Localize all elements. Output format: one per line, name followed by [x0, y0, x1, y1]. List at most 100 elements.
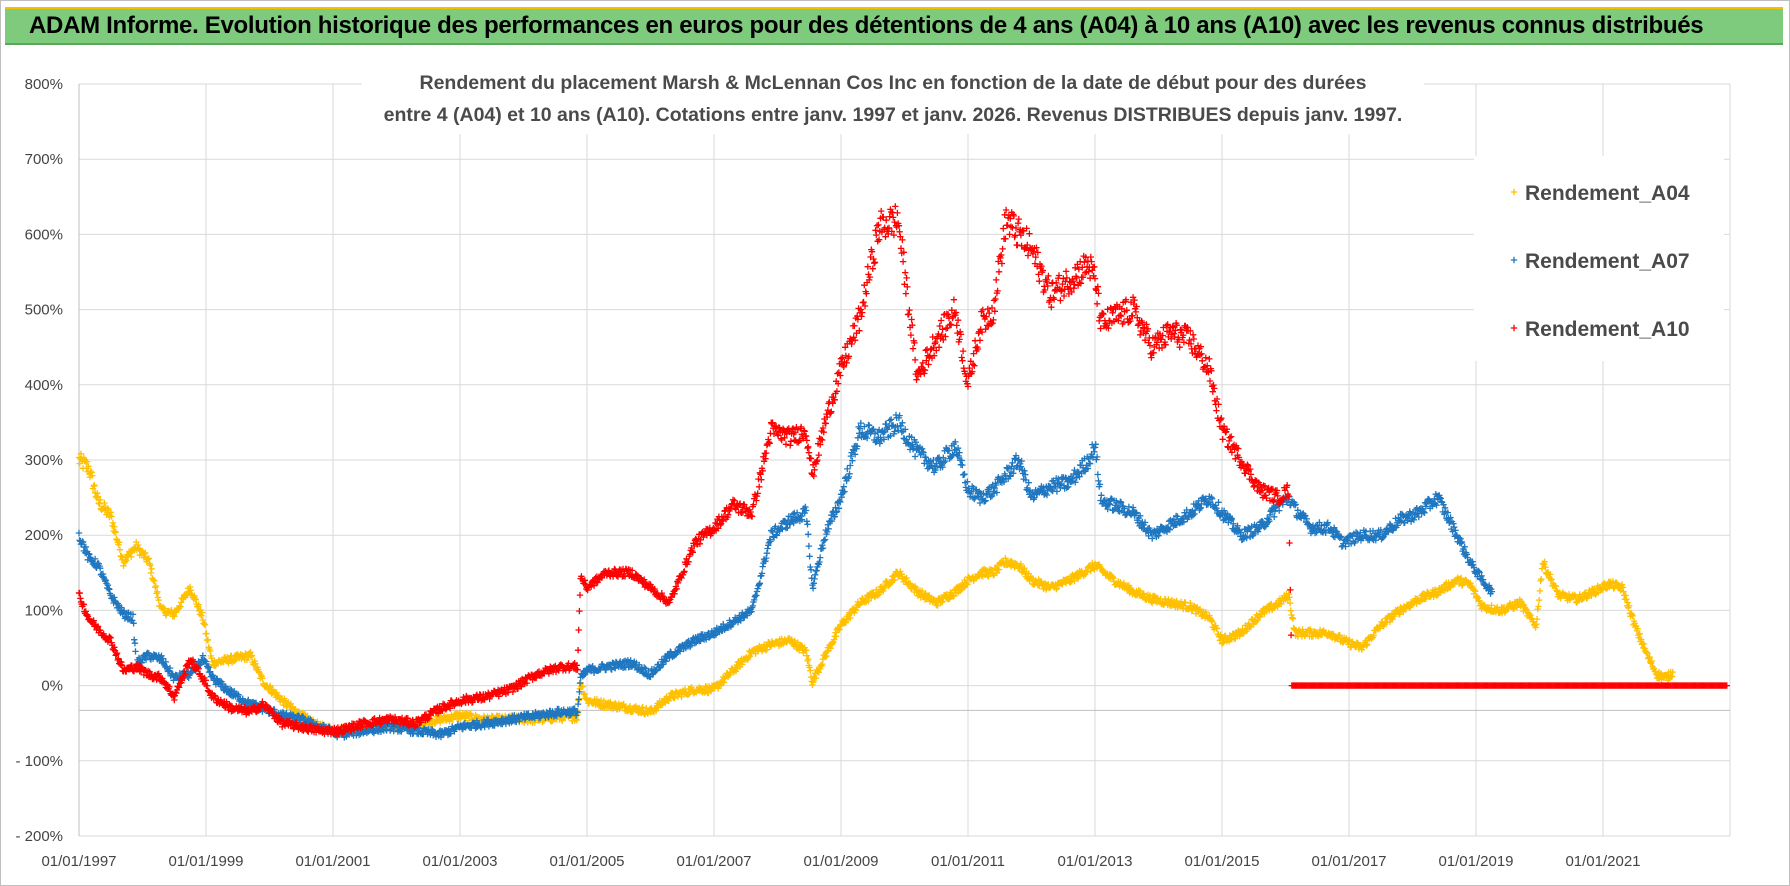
data-point: [827, 645, 834, 652]
data-point: [817, 665, 824, 673]
data-point: [639, 704, 646, 711]
x-tick-label: 01/01/2013: [1057, 853, 1132, 870]
data-point: [111, 529, 119, 536]
x-tick-label: 01/01/2003: [422, 853, 497, 870]
data-point: [739, 661, 746, 668]
data-point: [93, 494, 100, 502]
data-point: [815, 669, 822, 676]
data-point: [96, 500, 103, 508]
data-point: [245, 654, 252, 661]
data-point: [806, 664, 813, 671]
data-point: [151, 577, 158, 585]
data-point: [252, 660, 259, 667]
y-tick-label: 100%: [25, 602, 63, 619]
data-point: [248, 652, 256, 659]
data-point: [101, 499, 108, 507]
data-point: [97, 496, 104, 503]
data-point: [807, 667, 814, 674]
data-point: [231, 658, 238, 665]
data-point: [767, 643, 774, 650]
data-point: [829, 639, 836, 647]
data-point: [832, 629, 839, 636]
data-point: [708, 688, 715, 695]
data-point: [807, 673, 815, 681]
data-point: [85, 463, 92, 470]
data-point: [250, 661, 258, 669]
data-point: [76, 460, 83, 467]
y-axis-ticks: 800%700%600%500%400%300%200%100%0%- 100%…: [15, 76, 63, 845]
y-tick-label: 500%: [25, 302, 63, 319]
data-point: [77, 450, 85, 457]
x-tick-label: 01/01/1999: [168, 853, 243, 870]
data-point: [558, 716, 565, 723]
data-point: [812, 674, 820, 682]
data-point: [684, 691, 692, 699]
data-point: [112, 528, 119, 535]
data-point: [111, 523, 118, 530]
x-tick-label: 01/01/2001: [295, 853, 370, 870]
data-point: [89, 472, 96, 479]
data-point: [720, 679, 728, 686]
data-point: [622, 703, 629, 711]
data-point: [823, 652, 830, 660]
x-tick-label: 01/01/2005: [549, 853, 624, 870]
x-axis-ticks: 01/01/1997 01/01/1999 01/01/2001 01/01/2003…: [41, 853, 1640, 870]
data-point: [192, 596, 199, 603]
data-point: [91, 482, 98, 489]
data-point: [788, 636, 795, 643]
y-tick-label: 600%: [25, 226, 63, 243]
data-point: [152, 584, 159, 591]
data-point: [830, 636, 838, 643]
data-point: [809, 679, 817, 686]
data-point: [154, 588, 161, 595]
data-point: [808, 678, 815, 685]
x-tick-label: 01/01/2021: [1565, 853, 1640, 870]
data-point: [573, 716, 580, 724]
data-point: [559, 717, 566, 724]
data-point: [232, 656, 239, 664]
data-point: [803, 652, 810, 659]
data-point: [669, 693, 677, 701]
data-point: [108, 513, 115, 520]
data-point: [626, 703, 634, 710]
data-point: [203, 630, 210, 637]
data-point: [199, 616, 206, 624]
data-point: [836, 626, 843, 633]
data-point: [821, 653, 829, 661]
data-point: [763, 646, 771, 653]
data-point: [149, 576, 157, 583]
data-point: [198, 609, 206, 616]
data-point: [155, 596, 162, 604]
y-tick-label: 300%: [25, 452, 63, 469]
y-tick-label: 200%: [25, 527, 63, 544]
data-point: [266, 684, 273, 691]
data-point: [84, 458, 91, 466]
data-point: [135, 541, 142, 549]
data-point: [113, 535, 120, 543]
data-point: [274, 692, 282, 699]
data-point: [745, 654, 752, 661]
data-point: [123, 557, 130, 564]
data-point: [195, 601, 202, 608]
y-tick-label: 700%: [25, 151, 63, 168]
x-tick-label: 01/01/2017: [1311, 853, 1386, 870]
data-point: [668, 690, 675, 698]
data-point: [593, 696, 601, 703]
data-point: [207, 647, 214, 655]
data-point: [120, 562, 127, 569]
data-point: [152, 582, 160, 590]
data-point: [87, 467, 94, 475]
data-point: [118, 553, 125, 560]
data-point: [145, 555, 152, 562]
report-banner: ADAM Informe. Evolution historique des p…: [5, 7, 1783, 45]
data-point: [678, 693, 685, 701]
data-point: [583, 696, 591, 703]
data-point: [141, 550, 148, 558]
y-tick-label: - 200%: [15, 828, 63, 845]
data-point: [267, 682, 274, 689]
y-tick-label: 0%: [41, 678, 63, 695]
data-point: [90, 483, 97, 490]
data-point: [597, 697, 605, 704]
data-point: [204, 636, 212, 643]
data-point: [116, 539, 123, 546]
